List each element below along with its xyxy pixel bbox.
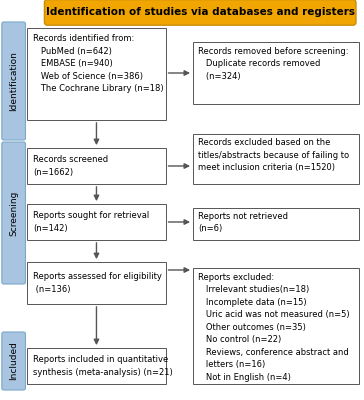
FancyBboxPatch shape <box>193 134 359 184</box>
FancyBboxPatch shape <box>193 208 359 240</box>
FancyBboxPatch shape <box>2 332 25 390</box>
Text: Reports sought for retrieval
(n=142): Reports sought for retrieval (n=142) <box>33 211 149 233</box>
Text: Included: Included <box>9 342 18 380</box>
FancyBboxPatch shape <box>2 142 25 284</box>
FancyBboxPatch shape <box>193 268 359 384</box>
Text: Identification: Identification <box>9 51 18 111</box>
FancyBboxPatch shape <box>27 348 166 384</box>
Text: Records excluded based on the
titles/abstracts because of failing to
meet inclus: Records excluded based on the titles/abs… <box>198 138 349 172</box>
Text: Reports assessed for eligibility
 (n=136): Reports assessed for eligibility (n=136) <box>33 272 162 294</box>
FancyBboxPatch shape <box>44 0 356 25</box>
FancyBboxPatch shape <box>2 22 25 140</box>
Text: Identification of studies via databases and registers: Identification of studies via databases … <box>46 8 355 18</box>
Text: Reports included in quantitative
synthesis (meta-analysis) (n=21): Reports included in quantitative synthes… <box>33 355 173 377</box>
FancyBboxPatch shape <box>27 28 166 120</box>
Text: Records identified from:
   PubMed (n=642)
   EMBASE (n=940)
   Web of Science (: Records identified from: PubMed (n=642) … <box>33 34 163 93</box>
Text: Screening: Screening <box>9 190 18 236</box>
FancyBboxPatch shape <box>27 204 166 240</box>
Text: Reports not retrieved
(n=6): Reports not retrieved (n=6) <box>198 212 288 234</box>
Text: Records screened
(n=1662): Records screened (n=1662) <box>33 155 108 177</box>
FancyBboxPatch shape <box>193 42 359 104</box>
FancyBboxPatch shape <box>27 262 166 304</box>
FancyBboxPatch shape <box>27 148 166 184</box>
Text: Reports excluded:
   Irrelevant studies(n=18)
   Incomplete data (n=15)
   Uric : Reports excluded: Irrelevant studies(n=1… <box>198 273 350 382</box>
Text: Records removed before screening:
   Duplicate records removed
   (n=324): Records removed before screening: Duplic… <box>198 47 349 81</box>
